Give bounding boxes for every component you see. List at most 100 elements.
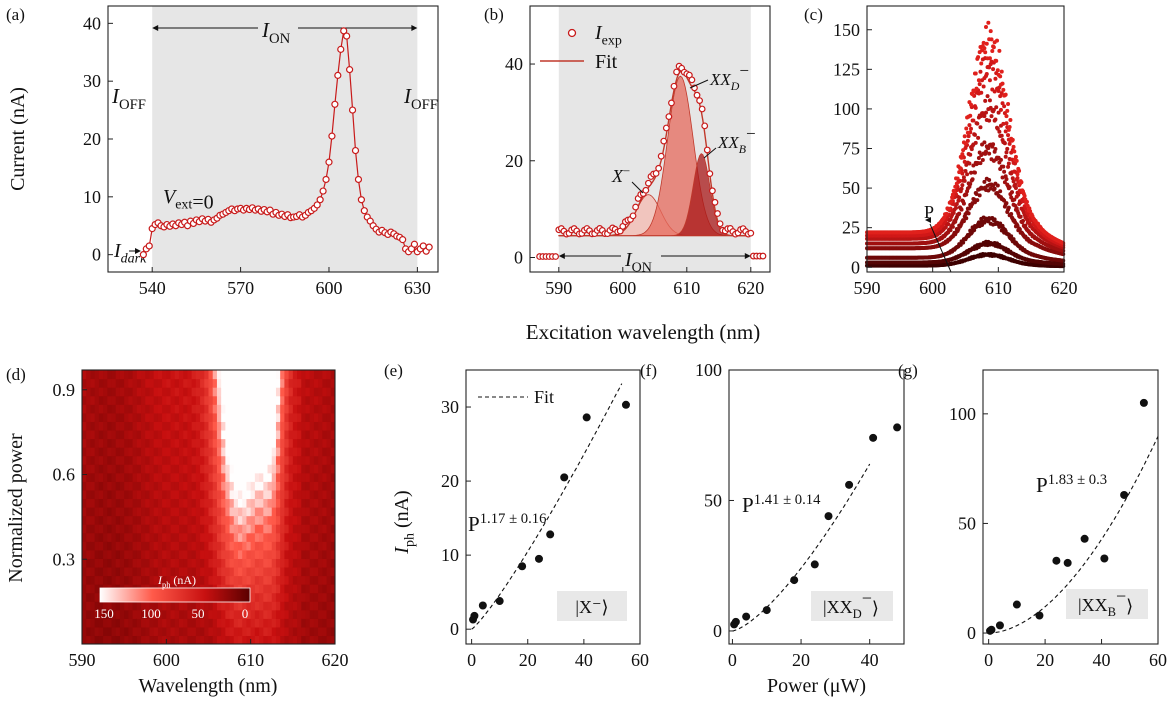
heatmap-cell xyxy=(124,609,129,619)
heatmap-cell xyxy=(216,429,222,440)
data-point xyxy=(1000,101,1005,106)
heatmap-cell xyxy=(136,472,142,482)
heatmap-cell xyxy=(216,464,222,474)
heatmap-cell xyxy=(98,626,104,637)
heatmap-cell xyxy=(153,378,159,388)
heatmap-cell xyxy=(305,515,311,525)
heatmap-cell xyxy=(322,592,328,602)
heatmap-cell xyxy=(242,549,248,559)
heatmap-cell xyxy=(132,618,138,628)
heatmap-cell xyxy=(107,472,113,482)
heatmap-cell xyxy=(149,515,155,525)
heatmap-cell xyxy=(170,618,176,628)
data-point xyxy=(747,229,755,237)
data-point xyxy=(1009,234,1014,239)
heatmap-cell xyxy=(86,455,92,465)
heatmap-cell xyxy=(195,498,201,508)
heatmap-cell xyxy=(288,438,294,448)
y-tick-label: 20 xyxy=(83,129,101,149)
heatmap-cell xyxy=(153,489,159,500)
data-point xyxy=(984,41,989,46)
heatmap-cell xyxy=(124,447,129,457)
heatmap-cell xyxy=(86,515,92,525)
heatmap-cell xyxy=(94,515,100,525)
heatmap-cell xyxy=(330,481,335,491)
heatmap-cell xyxy=(86,575,92,585)
heatmap-cell xyxy=(280,412,285,422)
data-point xyxy=(518,562,527,571)
heatmap-cell xyxy=(141,532,146,542)
heatmap-cell xyxy=(132,566,138,577)
heatmap-cell xyxy=(111,370,117,380)
heatmap-cell xyxy=(208,498,214,508)
heatmap-cell xyxy=(187,609,193,619)
heatmap-cell xyxy=(128,421,134,431)
heatmap-cell xyxy=(233,558,239,568)
heatmap-cell xyxy=(136,515,142,525)
i-on-label-part: I xyxy=(624,249,633,271)
heatmap-cell xyxy=(292,421,298,431)
heatmap-cell xyxy=(136,532,142,542)
heatmap-cell xyxy=(141,395,146,405)
heatmap-cell xyxy=(124,532,129,542)
heatmap-cell xyxy=(183,626,189,637)
heatmap-cell xyxy=(275,549,281,559)
heatmap-cell xyxy=(204,524,210,534)
heatmap-cell xyxy=(259,575,264,585)
heatmap-cell xyxy=(98,558,104,568)
heatmap-cell xyxy=(204,549,210,559)
heatmap-cell xyxy=(221,464,226,474)
heatmap-cell xyxy=(233,421,239,431)
heatmap-cell xyxy=(103,387,108,397)
heatmap-cell xyxy=(124,370,129,380)
heatmap-cell xyxy=(82,566,87,577)
heatmap-cell xyxy=(212,387,218,397)
heatmap-cell xyxy=(107,395,113,405)
data-point xyxy=(1007,125,1012,130)
heatmap-cell xyxy=(322,601,328,611)
heatmap-cell xyxy=(288,626,294,637)
heatmap-cell xyxy=(271,566,277,577)
heatmap-cell xyxy=(178,498,184,508)
heatmap-cell xyxy=(212,378,218,388)
heatmap-cell xyxy=(157,541,163,551)
data-point xyxy=(869,433,878,442)
arrow-head xyxy=(925,217,931,223)
heatmap-cell xyxy=(216,626,222,637)
heatmap-cell xyxy=(111,429,117,440)
heatmap-cell xyxy=(292,387,298,397)
data-point xyxy=(968,152,973,157)
heatmap-cell xyxy=(275,455,281,465)
heatmap-cell xyxy=(212,558,218,568)
heatmap-cell xyxy=(271,447,277,457)
heatmap-cell xyxy=(195,575,201,585)
heatmap-cell xyxy=(94,464,100,474)
heatmap-cell xyxy=(318,464,323,474)
data-point xyxy=(322,175,330,184)
heatmap-cell xyxy=(280,635,285,644)
heatmap-cell xyxy=(221,515,226,525)
heatmap-cell xyxy=(284,566,290,577)
heatmap-cell xyxy=(221,404,226,414)
heatmap-cell xyxy=(288,575,294,585)
heatmap-cell xyxy=(132,524,138,534)
y-axis-label-part: ph xyxy=(403,533,418,547)
heatmap-cell xyxy=(98,532,104,542)
data-point xyxy=(316,196,324,204)
heatmap-cell xyxy=(90,549,96,559)
heatmap-cell xyxy=(204,566,210,577)
heatmap-cell xyxy=(204,447,210,457)
heatmap-cell xyxy=(103,626,108,637)
heatmap-cell xyxy=(242,532,248,542)
heatmap-cell xyxy=(86,566,92,577)
heatmap-cell xyxy=(149,429,155,440)
heatmap-cell xyxy=(119,455,125,465)
heatmap-cell xyxy=(204,438,210,448)
heatmap-cell xyxy=(132,626,138,637)
heatmap-cell xyxy=(229,507,235,517)
heatmap-cell xyxy=(170,532,176,542)
heatmap-cell xyxy=(174,447,180,457)
data-point xyxy=(340,27,348,35)
heatmap-cell xyxy=(212,498,218,508)
i-off-left-label-part: OFF xyxy=(119,97,146,113)
